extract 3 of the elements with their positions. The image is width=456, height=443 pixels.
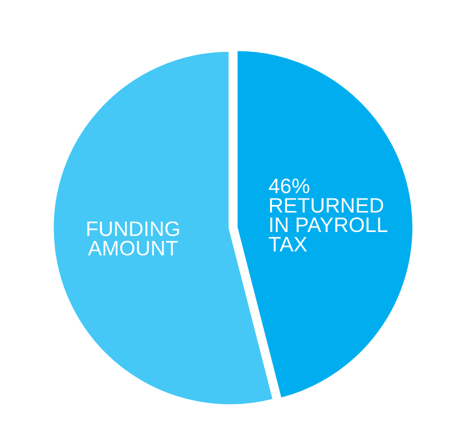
slice-label: FUNDING AMOUNT	[87, 221, 179, 256]
slice-label: RETURNED IN PAYROLL TAX	[268, 198, 388, 252]
data-label: 46%	[268, 178, 310, 194]
